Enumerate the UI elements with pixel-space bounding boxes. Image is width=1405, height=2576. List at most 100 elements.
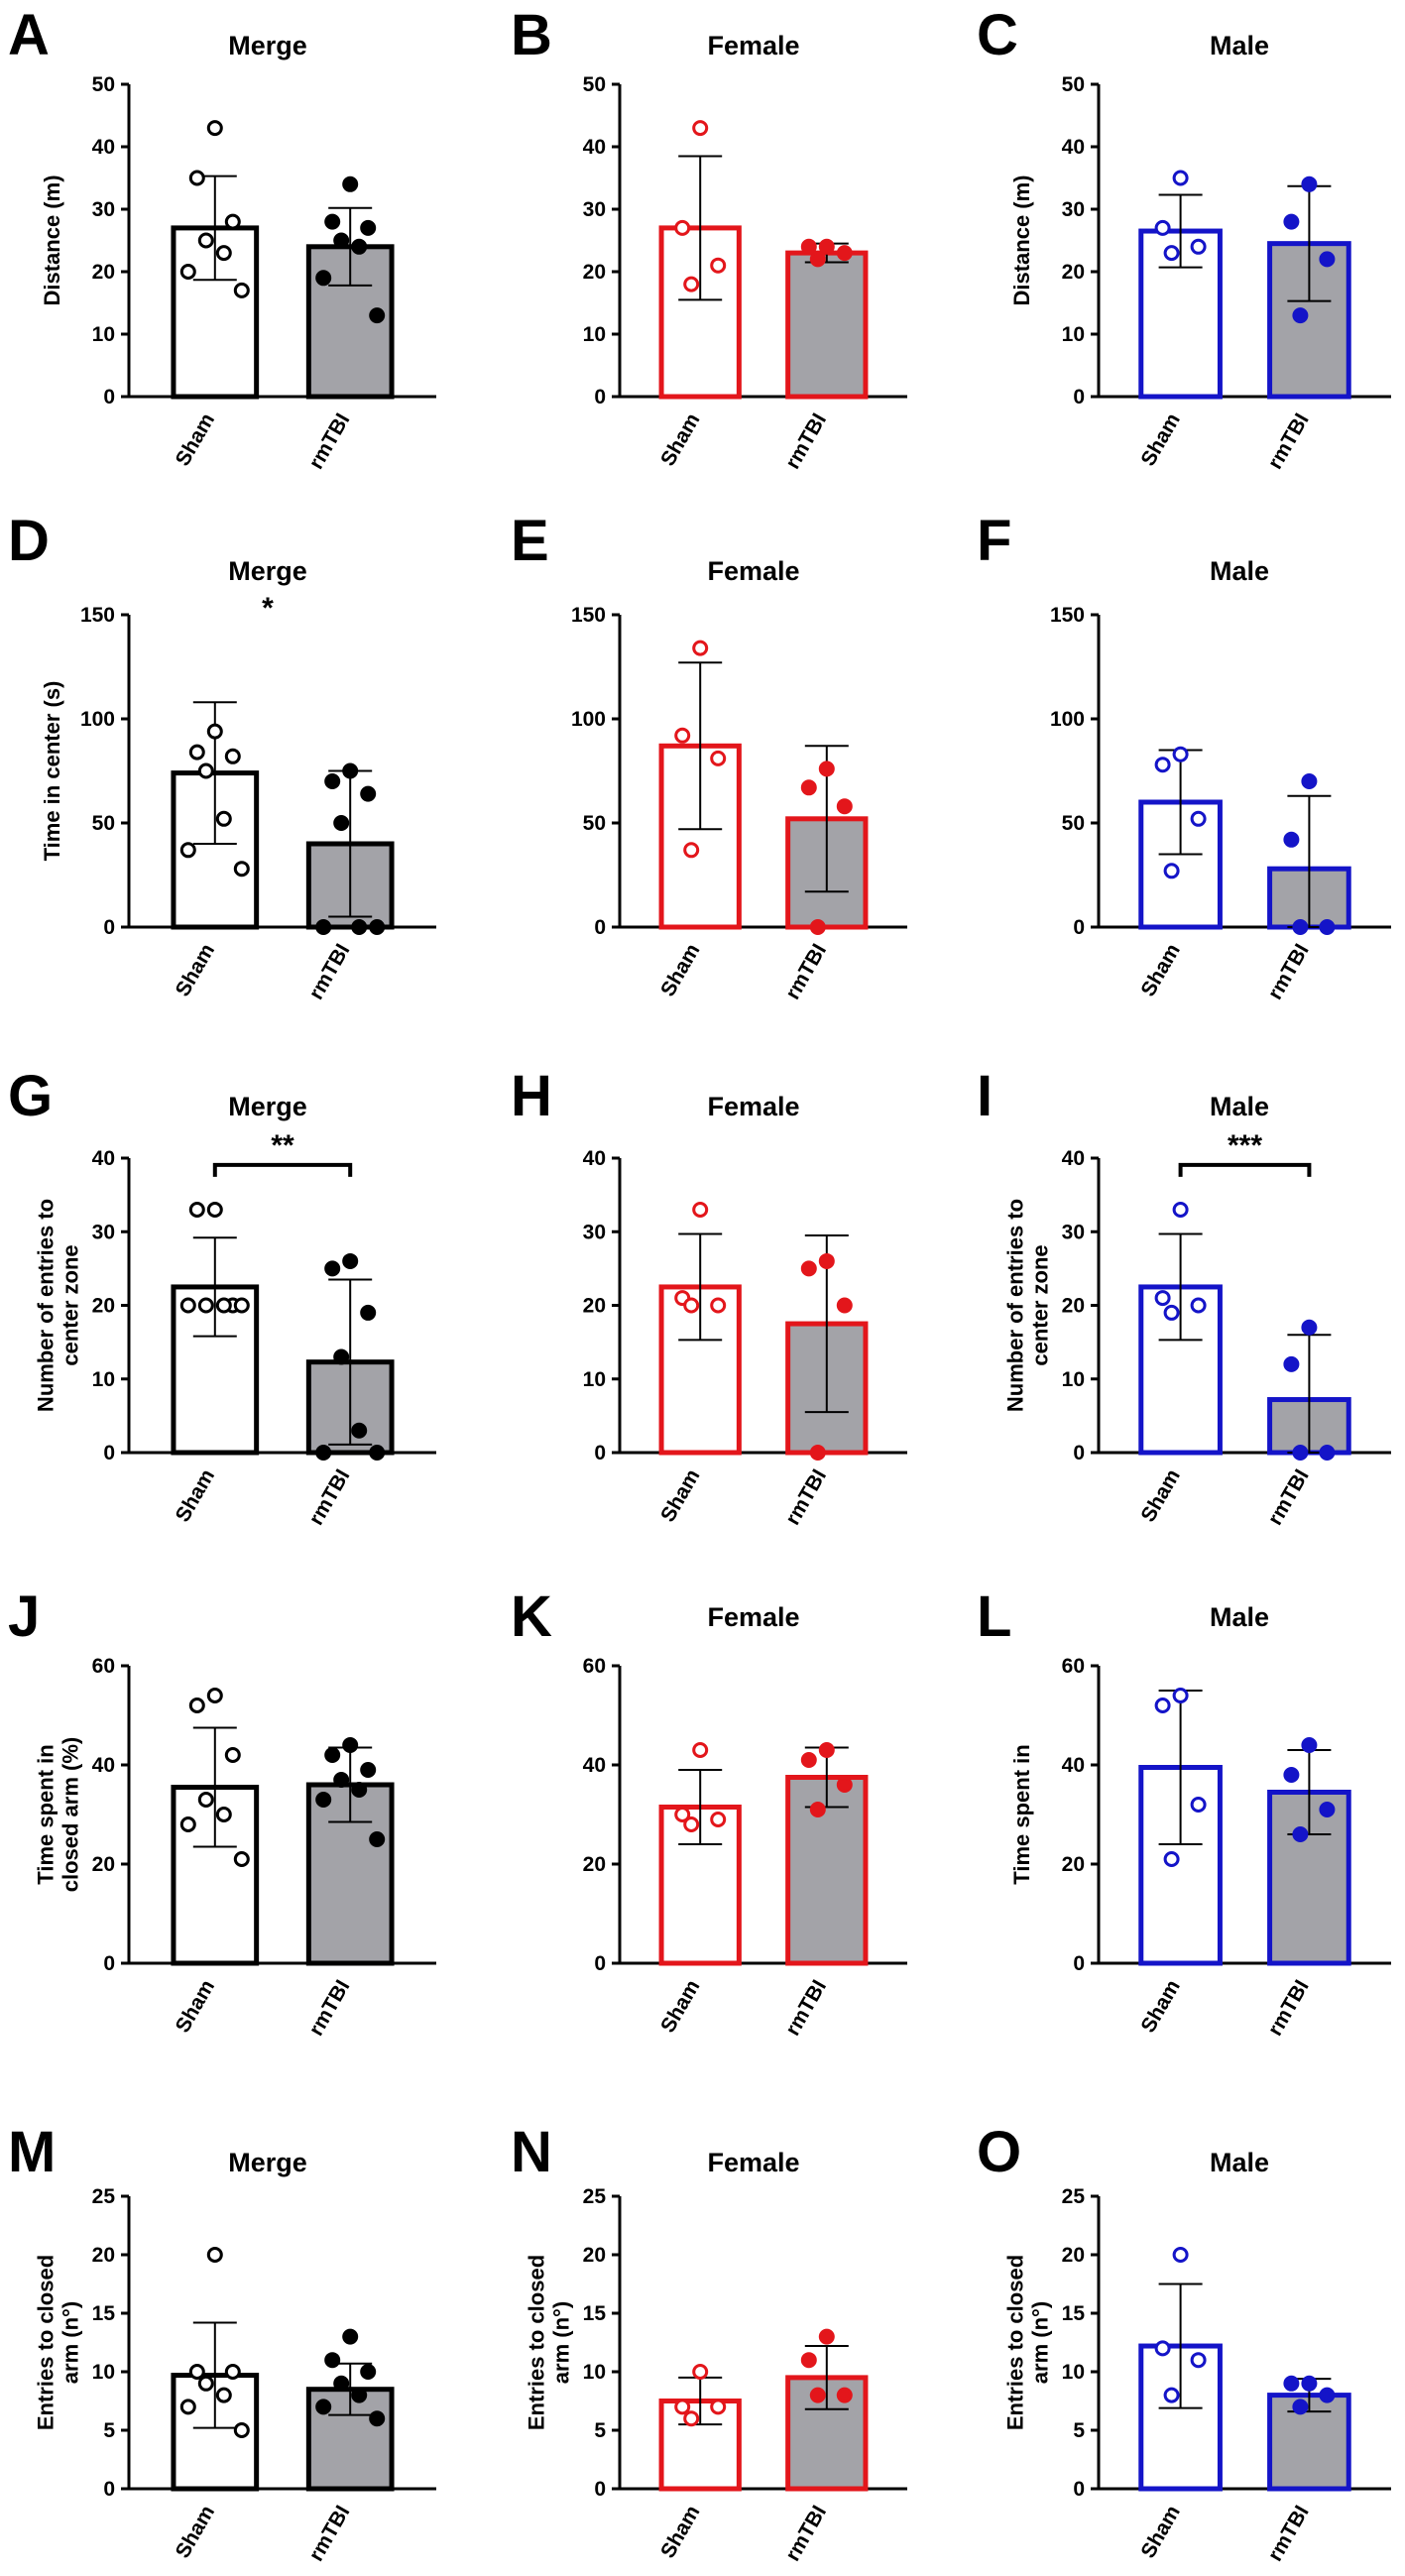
y-tick-label: 0 — [103, 2478, 115, 2501]
data-point — [674, 1807, 691, 1822]
y-tick-label: 0 — [594, 1952, 606, 1975]
panel-title: Female — [707, 556, 799, 586]
data-point — [800, 1260, 817, 1277]
data-point — [197, 1792, 214, 1808]
data-point — [1190, 1797, 1207, 1813]
y-tick-label: 20 — [92, 1853, 115, 1876]
panel-letter: F — [977, 509, 1011, 573]
data-point — [1190, 238, 1207, 255]
data-point — [333, 1772, 350, 1788]
panel-g: G Merge 0 10 20 30 40 Number of entries tocente… — [8, 1064, 436, 1529]
data-point — [360, 1762, 377, 1778]
y-axis-label-line: center zone — [1028, 1244, 1053, 1365]
data-point — [818, 761, 835, 777]
panel-letter: L — [977, 1584, 1011, 1649]
panel-title: Female — [707, 2148, 799, 2177]
y-tick-label: 15 — [92, 2302, 116, 2325]
data-point — [188, 170, 205, 186]
y-tick-label: 30 — [92, 198, 115, 221]
data-point — [800, 238, 817, 255]
data-point — [800, 1752, 817, 1768]
y-tick-label: 0 — [1073, 1952, 1085, 1975]
y-tick-label: 60 — [583, 1655, 606, 1678]
y-axis-label-line: arm (n°) — [1028, 2301, 1053, 2384]
y-axis-label-line: Entries to closed — [524, 2255, 548, 2430]
panel-title: Male — [1210, 1602, 1269, 1632]
data-point — [188, 1201, 205, 1218]
y-axis-label-line: Entries to closed — [1002, 2255, 1027, 2430]
data-point — [1154, 219, 1171, 236]
data-point — [836, 245, 853, 262]
panel-title: Merge — [228, 2148, 307, 2177]
data-point — [333, 815, 350, 831]
data-point — [233, 861, 250, 878]
data-point — [1292, 1826, 1309, 1842]
y-tick-label: 40 — [92, 1754, 115, 1777]
data-point — [206, 1688, 223, 1703]
y-tick-label: 10 — [92, 323, 115, 346]
y-axis-label-line: center zone — [59, 1244, 83, 1365]
data-point — [233, 1851, 250, 1867]
data-point — [351, 1422, 368, 1439]
data-point — [206, 723, 223, 740]
y-tick-label: 15 — [583, 2302, 607, 2325]
significance-label: ** — [271, 1129, 294, 1162]
y-axis-label: Number of entries tocenter zone — [1002, 1199, 1052, 1412]
y-tick-label: 0 — [103, 1442, 115, 1464]
y-tick-label: 100 — [80, 708, 115, 731]
data-point — [224, 748, 241, 764]
data-point — [692, 640, 709, 656]
y-axis-label: Time spent inclosed arm (%) — [33, 1737, 82, 1893]
data-point — [333, 1348, 350, 1365]
data-point — [683, 2410, 700, 2427]
y-tick-label: 20 — [1062, 261, 1085, 284]
data-point — [197, 762, 214, 779]
y-axis-label: Time spent in — [1009, 1744, 1034, 1884]
data-point — [1154, 2340, 1171, 2357]
y-tick-label: 10 — [92, 2361, 115, 2384]
data-point — [360, 785, 377, 802]
y-tick-label: 10 — [1062, 1368, 1085, 1391]
y-tick-label: 30 — [92, 1221, 115, 1243]
data-point — [351, 2387, 368, 2403]
y-tick-label: 20 — [1062, 2244, 1085, 2267]
data-point — [351, 1782, 368, 1798]
panel-letter: J — [8, 1584, 40, 1649]
y-tick-label: 10 — [1062, 323, 1085, 346]
y-tick-label: 20 — [92, 1295, 115, 1318]
data-point — [1301, 2375, 1318, 2392]
data-point — [683, 842, 700, 859]
data-point — [206, 2247, 223, 2263]
data-point — [215, 1297, 232, 1314]
y-tick-label: 0 — [1073, 2478, 1085, 2501]
y-axis-label-line: Time spent in — [33, 1744, 58, 1884]
y-tick-label: 40 — [583, 136, 606, 159]
data-point — [818, 2328, 835, 2345]
data-point — [800, 779, 817, 796]
data-point — [1172, 1688, 1189, 1703]
y-axis-label: Distance (m) — [1009, 175, 1034, 305]
data-point — [369, 2410, 386, 2427]
y-tick-label: 40 — [1062, 1754, 1085, 1777]
data-point — [1163, 2387, 1180, 2403]
data-point — [315, 919, 332, 935]
data-point — [1163, 1851, 1180, 1867]
y-axis-label-line: Entries to closed — [33, 2255, 58, 2430]
significance-label: *** — [1228, 1129, 1262, 1162]
data-point — [818, 1742, 835, 1758]
data-point — [224, 1747, 241, 1763]
y-tick-label: 0 — [1073, 386, 1085, 409]
y-tick-label: 15 — [1062, 2302, 1086, 2325]
data-point — [1301, 773, 1318, 789]
data-point — [818, 1252, 835, 1269]
panel-letter: H — [511, 1064, 552, 1128]
y-tick-label: 60 — [92, 1655, 115, 1678]
data-point — [369, 919, 386, 935]
data-point — [315, 1445, 332, 1461]
y-tick-label: 40 — [1062, 1147, 1085, 1170]
y-tick-label: 20 — [1062, 1295, 1085, 1318]
y-tick-label: 50 — [1062, 73, 1085, 96]
